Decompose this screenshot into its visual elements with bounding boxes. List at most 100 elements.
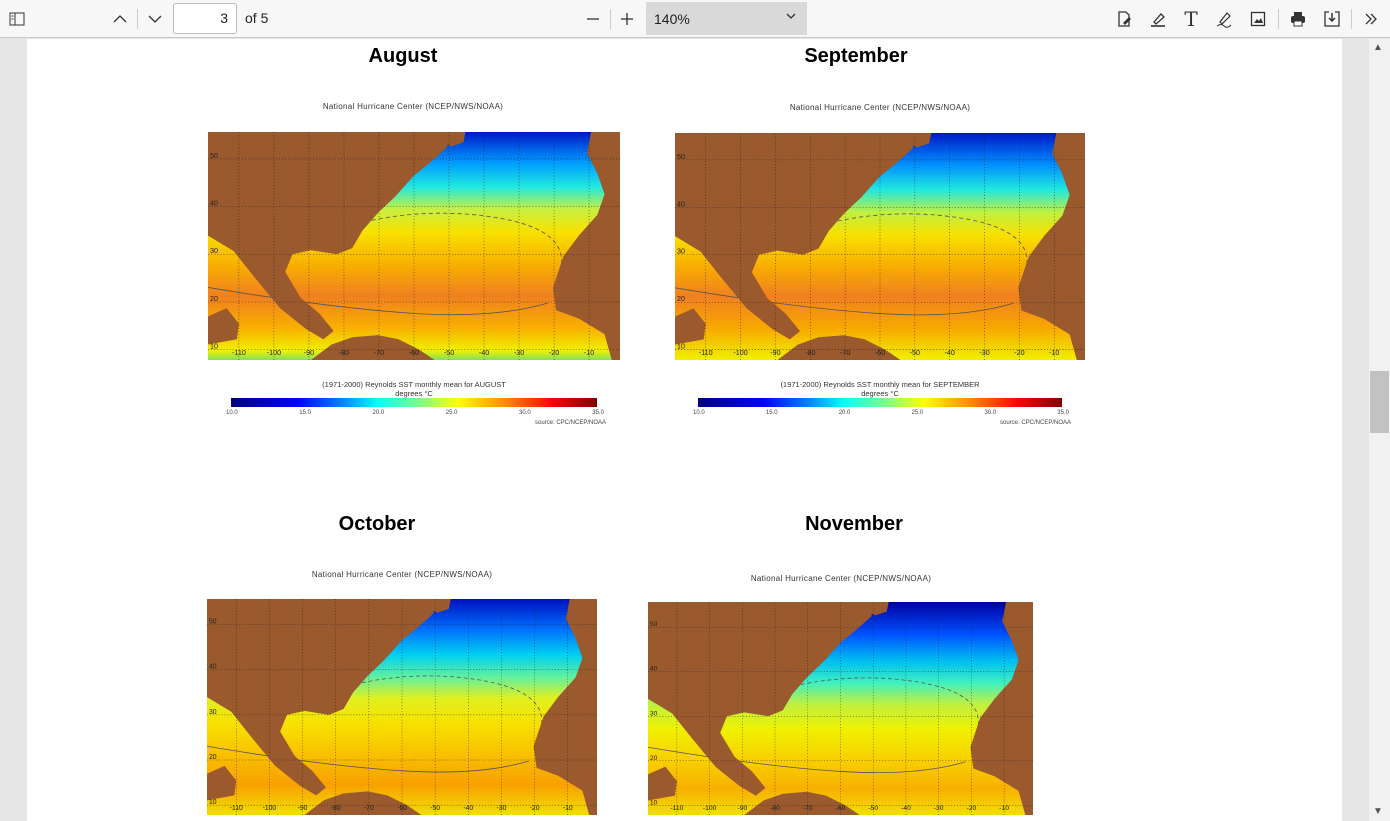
latitude-label: 10 xyxy=(209,799,217,806)
land-mass xyxy=(436,132,466,147)
latitude-label: 40 xyxy=(209,664,217,671)
highlight-icon[interactable] xyxy=(1147,8,1169,30)
land-mass xyxy=(208,308,239,345)
zoom-value: 140% xyxy=(654,11,690,27)
longitude-label: -10 xyxy=(563,805,573,812)
longitude-label: -20 xyxy=(549,348,559,357)
isotherm-contour xyxy=(265,675,543,737)
add-text-drawing-icon[interactable] xyxy=(1113,8,1135,30)
land-mass xyxy=(1018,133,1085,360)
page-count-label: of 5 xyxy=(245,10,269,26)
latitude-label: 50 xyxy=(650,621,658,628)
longitude-label: -40 xyxy=(945,348,955,357)
latitude-label: 20 xyxy=(650,755,658,762)
isotherm-contour xyxy=(675,287,1014,316)
map-source: source: CPC/NCEP/NOAA xyxy=(535,420,607,426)
longitude-label: -50 xyxy=(430,805,440,812)
sst-map-october: -110 -100 -90 -80 -70 -60 -50 -40 -30 -20 -10 50 40 3… xyxy=(207,599,597,815)
scroll-up-arrow[interactable]: ▲ xyxy=(1373,42,1383,53)
map-title-october: October xyxy=(338,513,416,535)
colorbar-ticks: 10.0 15.0 20.0 25.0 30.0 35.0 xyxy=(226,410,604,416)
image-icon[interactable] xyxy=(1247,8,1269,30)
sst-map-november: -110 -100 -90 -80 -70 -60 -50 -40 -30 -20 -10 50 40 3… xyxy=(648,602,1033,815)
latitude-label: 30 xyxy=(209,709,217,716)
zoom-out-button[interactable] xyxy=(582,8,604,30)
save-icon[interactable] xyxy=(1321,8,1343,30)
map-header: National Hurricane Center (NCEP/NWS/NOAA… xyxy=(311,570,493,579)
longitude-label: -60 xyxy=(875,348,885,357)
map-header: National Hurricane Center (NCEP/NWS/NOAA… xyxy=(322,102,504,111)
sst-map-august: -110 -100 -90 -80 -70 -60 -50 -40 -30 -20 -10 50 40 3… xyxy=(208,132,620,360)
text-icon[interactable]: T xyxy=(1184,7,1198,31)
longitude-label: -30 xyxy=(979,348,989,357)
print-icon[interactable] xyxy=(1287,8,1309,30)
latitude-label: 20 xyxy=(677,294,685,303)
colorbar xyxy=(698,398,1062,407)
land-mass xyxy=(902,133,932,148)
latitude-label: 20 xyxy=(210,294,218,303)
longitude-label: -30 xyxy=(497,805,507,812)
land-mass xyxy=(970,602,1033,815)
latitude-label: 10 xyxy=(677,342,685,351)
colorbar xyxy=(231,398,597,407)
land-mass xyxy=(675,308,706,345)
longitude-label: -30 xyxy=(514,348,524,357)
longitude-label: -80 xyxy=(805,348,815,357)
land-mass xyxy=(648,766,677,801)
zoom-in-button[interactable] xyxy=(616,8,638,30)
map-caption: (1971-2000) Reynolds SST monthly mean fo… xyxy=(780,380,980,398)
longitude-label: -50 xyxy=(444,348,454,357)
isotherm-contour xyxy=(207,745,529,773)
land-mass xyxy=(423,599,451,613)
latitude-label: 10 xyxy=(650,799,658,806)
longitude-label: -90 xyxy=(298,805,308,812)
longitude-label: -50 xyxy=(910,348,920,357)
longitude-label: -40 xyxy=(479,348,489,357)
page-number-input[interactable]: 3 xyxy=(173,3,237,34)
zoom-select[interactable]: 140% xyxy=(646,2,807,35)
map-header: National Hurricane Center (NCEP/NWS/NOAA… xyxy=(789,103,971,112)
land-mass xyxy=(648,602,875,796)
colorbar-ticks: 10.0 15.0 20.0 25.0 30.0 35.0 xyxy=(693,410,1069,416)
land-mass xyxy=(675,133,916,340)
zoom-in-icon xyxy=(621,13,633,25)
longitude-label: -110 xyxy=(230,805,243,812)
longitude-label: -50 xyxy=(868,805,878,812)
land-mass xyxy=(553,132,620,360)
isotherm-contour xyxy=(269,212,563,278)
land-mass xyxy=(777,335,901,360)
map-overlay: -110 -100 -90 -80 -70 -60 -50 -40 -30 -20 -10 50 40 3… xyxy=(648,602,1033,815)
longitude-label: -110 xyxy=(699,348,713,357)
draw-icon[interactable] xyxy=(1213,8,1235,30)
land-mass xyxy=(311,335,435,360)
longitude-label: -40 xyxy=(901,805,911,812)
longitude-label: -80 xyxy=(339,348,349,357)
map-overlay: -110 -100 -90 -80 -70 -60 -50 -40 -30 -20 -10 50 40 3… xyxy=(207,599,597,815)
latitude-label: 40 xyxy=(210,199,218,208)
longitude-label: -10 xyxy=(999,805,1009,812)
map-header: National Hurricane Center (NCEP/NWS/NOAA… xyxy=(750,574,932,583)
scrollbar-thumb[interactable] xyxy=(1370,371,1389,433)
previous-page-button[interactable] xyxy=(109,8,131,30)
longitude-label: -100 xyxy=(703,805,717,812)
longitude-label: -110 xyxy=(670,805,683,812)
map-title-september: September xyxy=(804,45,908,67)
zoom-out-icon xyxy=(587,18,599,20)
more-tools-icon[interactable] xyxy=(1360,8,1382,30)
longitude-label: -70 xyxy=(803,805,813,812)
map-source: source: CPC/NCEP/NOAA xyxy=(1000,420,1072,426)
longitude-label: -100 xyxy=(267,348,281,357)
latitude-label: 10 xyxy=(210,342,218,351)
next-page-button[interactable] xyxy=(144,8,166,30)
latitude-label: 40 xyxy=(650,666,658,673)
isotherm-contour xyxy=(736,213,1028,278)
longitude-label: -90 xyxy=(737,805,747,812)
longitude-label: -10 xyxy=(584,348,594,357)
sidebar-toggle-icon[interactable] xyxy=(6,8,28,30)
scroll-down-arrow[interactable]: ▼ xyxy=(1373,806,1383,817)
longitude-label: -70 xyxy=(364,805,374,812)
latitude-label: 50 xyxy=(210,151,218,160)
latitude-label: 30 xyxy=(210,246,218,255)
longitude-label: -10 xyxy=(1049,348,1059,357)
land-mass xyxy=(533,599,597,815)
